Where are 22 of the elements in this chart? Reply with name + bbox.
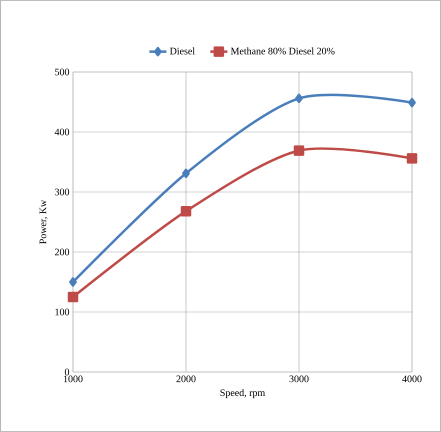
point [182,168,190,178]
x-tick-label: 2000 [176,376,196,382]
point [69,277,77,287]
point [294,145,304,156]
y-tick-label: 300 [55,188,70,196]
point [406,153,418,164]
point [295,94,303,104]
y-tick-label: 100 [55,308,70,316]
point [68,292,78,302]
x-axis-title: Speed, rpm [220,389,266,398]
y-axis-title: Power, Kw [40,200,48,244]
point [180,206,192,216]
y-tick-label: 500 [55,68,70,76]
point [408,98,416,108]
y-tick-label: 400 [54,128,70,136]
y-tick-label: 0 [64,368,70,376]
x-tick-label: 1000 [64,376,83,382]
legend-label: Methane 80% Diesel 20% [230,47,335,54]
y-tick-label: 200 [54,248,70,256]
x-tick-label: 4000 [402,376,422,382]
legend-label: Diesel [170,47,195,54]
x-tick-label: 3000 [290,376,309,382]
